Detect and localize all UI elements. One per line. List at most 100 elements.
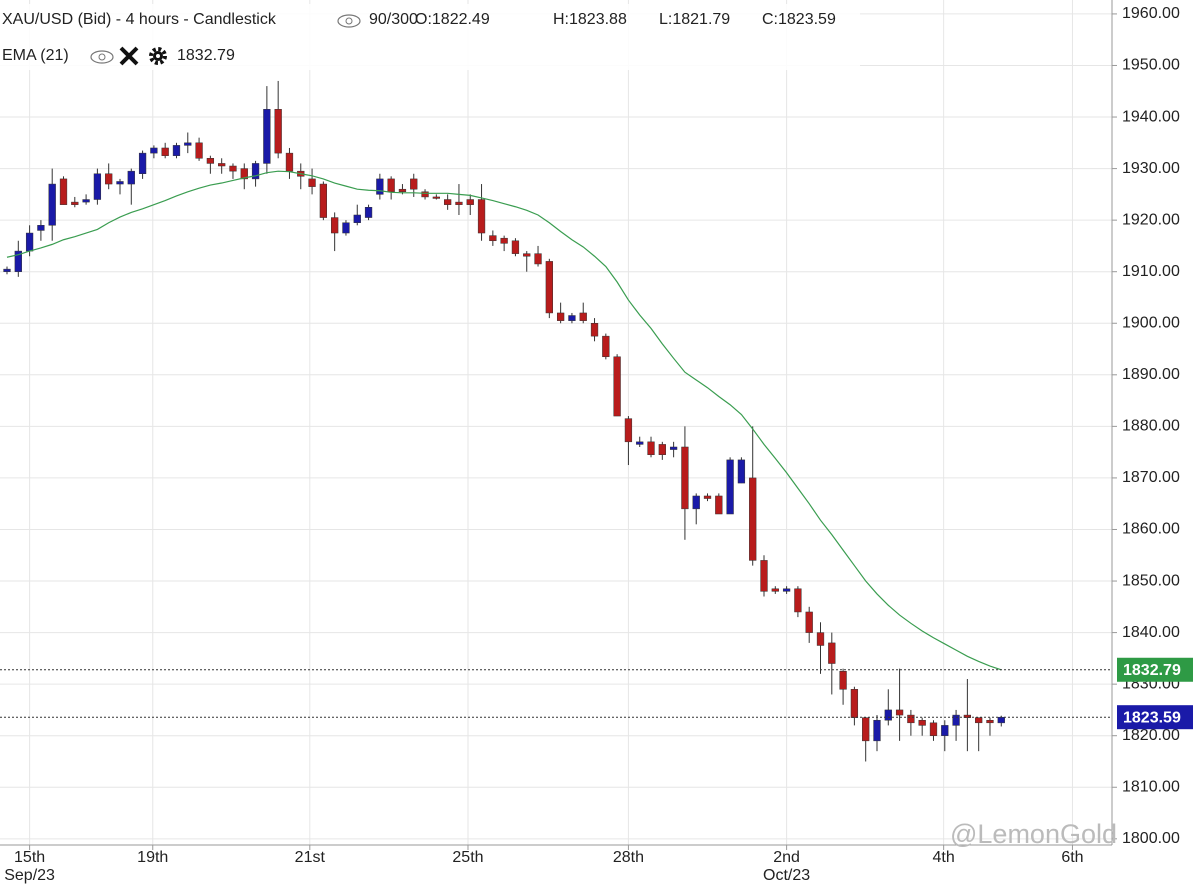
counter: 90/300 [369, 11, 418, 28]
eye-icon[interactable] [90, 50, 114, 64]
candle-body [218, 163, 226, 167]
y-tick-label: 1930.00 [1122, 160, 1180, 177]
candle-body [172, 145, 181, 156]
candle-body [342, 222, 350, 234]
candle-body [862, 717, 870, 742]
candle-body [500, 237, 508, 244]
candle-body [941, 725, 949, 736]
candle-body [963, 714, 972, 718]
candle-body [319, 183, 328, 218]
x-tick-label: 25th [452, 849, 483, 866]
candle-body [703, 495, 712, 499]
candle-body [477, 199, 486, 234]
candle-body [93, 173, 102, 200]
settings-icon[interactable] [149, 47, 167, 65]
y-tick-label: 1820.00 [1122, 727, 1180, 744]
y-tick-label: 1950.00 [1122, 57, 1180, 74]
candle-body [669, 446, 678, 450]
candle-body [421, 191, 429, 198]
candle-body [918, 719, 926, 726]
y-tick-label: 1920.00 [1122, 211, 1180, 228]
candle-body [444, 199, 452, 205]
candle-body [590, 323, 599, 337]
candle-body [116, 181, 124, 185]
ohlc-label: C:1823.59 [762, 11, 836, 28]
candle-body [816, 632, 825, 646]
x-tick-label: 4th [933, 849, 955, 866]
candle-body [308, 178, 316, 187]
candle-body [556, 312, 565, 321]
grid [0, 0, 1112, 845]
eye-icon[interactable] [337, 14, 361, 28]
candle-body [613, 356, 621, 417]
candle-body [895, 709, 904, 716]
candle-body [240, 168, 248, 180]
candle-body [545, 261, 553, 314]
y-tick-label: 1810.00 [1122, 778, 1180, 795]
candle-body [692, 495, 700, 510]
candle-body [952, 714, 960, 726]
y-axis: 1800.001810.001820.001830.001840.001850.… [4, 5, 1193, 884]
y-tick-label: 1960.00 [1122, 5, 1180, 22]
candle-body [206, 158, 215, 164]
y-tick-label: 1910.00 [1122, 263, 1180, 280]
candle-body [466, 199, 474, 205]
y-tick-label: 1860.00 [1122, 521, 1180, 538]
candle-body [432, 196, 440, 199]
ohlc-label: L:1821.79 [659, 11, 730, 28]
candle-body [523, 253, 531, 257]
candle-body [726, 459, 734, 515]
price-badge [1117, 705, 1193, 730]
plot [0, 80, 1112, 762]
chart-title: XAU/USD (Bid) - 4 hours - Candlestick [2, 11, 277, 28]
y-tick-label: 1850.00 [1122, 572, 1180, 589]
candle-body [873, 719, 881, 742]
candle-body [737, 459, 746, 484]
candle-body [455, 201, 463, 205]
x-tick-sublabel: Sep/23 [4, 867, 55, 884]
price-badge-label: 1832.79 [1123, 662, 1181, 679]
candle-body [624, 418, 633, 443]
candle-body [647, 441, 655, 455]
candle-body [511, 240, 520, 254]
legend: XAU/USD (Bid) - 4 hours - Candlestick 90… [0, 4, 860, 70]
x-tick-label: 19th [137, 849, 168, 866]
candle-body [828, 642, 836, 664]
candle-body [975, 717, 983, 724]
y-tick-label: 1890.00 [1122, 366, 1180, 383]
legend-bg [0, 4, 860, 70]
candle-body [127, 170, 135, 185]
remove-icon[interactable] [119, 46, 139, 66]
candle-body [364, 207, 373, 218]
ohlc-label: O:1822.49 [415, 11, 490, 28]
candle-body [229, 165, 237, 172]
candle-body [184, 142, 192, 146]
candle-body [850, 689, 859, 718]
candle-body [331, 217, 339, 234]
candle-body [534, 253, 542, 265]
candle-body [715, 495, 723, 515]
x-tick-label: 6th [1061, 849, 1083, 866]
candle-body [658, 444, 666, 455]
candle-body [251, 163, 260, 180]
y-tick-label: 1900.00 [1122, 314, 1180, 331]
y-tick-label: 1800.00 [1122, 830, 1180, 847]
candle-body [105, 173, 113, 185]
candle-body [25, 232, 34, 252]
candle-body [681, 446, 689, 510]
candle-body [997, 716, 1005, 724]
candle-body [568, 315, 576, 321]
candle-body [161, 147, 169, 156]
candle-body [14, 250, 22, 272]
x-tick-sublabel: Oct/23 [763, 867, 810, 884]
candle-body [48, 183, 56, 226]
candle-body [274, 109, 282, 154]
price-badge-label: 1823.59 [1123, 709, 1181, 726]
candle-body [398, 188, 407, 193]
x-tick-label: 2nd [773, 849, 800, 866]
watermark: @LemonGold [950, 819, 1117, 849]
candle-body [839, 671, 847, 690]
x-tick-label: 28th [613, 849, 644, 866]
